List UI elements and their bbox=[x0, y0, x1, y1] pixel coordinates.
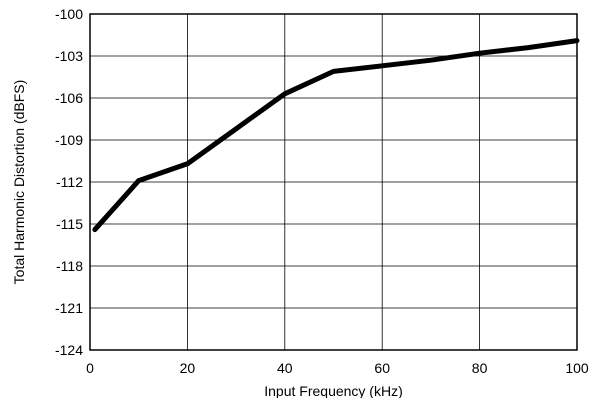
y-axis-ticks: -124 -121 -118 -115 -112 -109 -106 -103 -100 bbox=[55, 6, 83, 358]
y-tick-label: -118 bbox=[56, 258, 83, 274]
y-tick-label: -124 bbox=[55, 342, 83, 358]
x-tick-label: 80 bbox=[472, 360, 488, 376]
grid-lines bbox=[89, 13, 578, 351]
x-tick-label: 0 bbox=[86, 360, 94, 376]
x-axis-ticks: 0 20 40 60 80 100 bbox=[86, 360, 589, 376]
x-tick-label: 100 bbox=[565, 360, 589, 376]
series-group bbox=[92, 38, 580, 233]
plot-area-frame bbox=[89, 13, 578, 351]
y-axis-label: Total Harmonic Distortion (dBFS) bbox=[11, 80, 27, 285]
x-axis-label: Input Frequency (kHz) bbox=[264, 383, 403, 398]
series-line-0 bbox=[92, 38, 580, 233]
x-tick-label: 20 bbox=[180, 360, 196, 376]
x-tick-label: 60 bbox=[374, 360, 390, 376]
y-tick-label: -121 bbox=[55, 300, 83, 316]
y-tick-label: -106 bbox=[55, 90, 83, 106]
y-tick-label: -115 bbox=[56, 216, 83, 232]
y-tick-label: -100 bbox=[55, 6, 83, 22]
y-tick-label: -109 bbox=[55, 132, 83, 148]
x-tick-label: 40 bbox=[277, 360, 293, 376]
y-tick-label: -112 bbox=[56, 174, 83, 190]
y-tick-label: -103 bbox=[55, 48, 83, 64]
